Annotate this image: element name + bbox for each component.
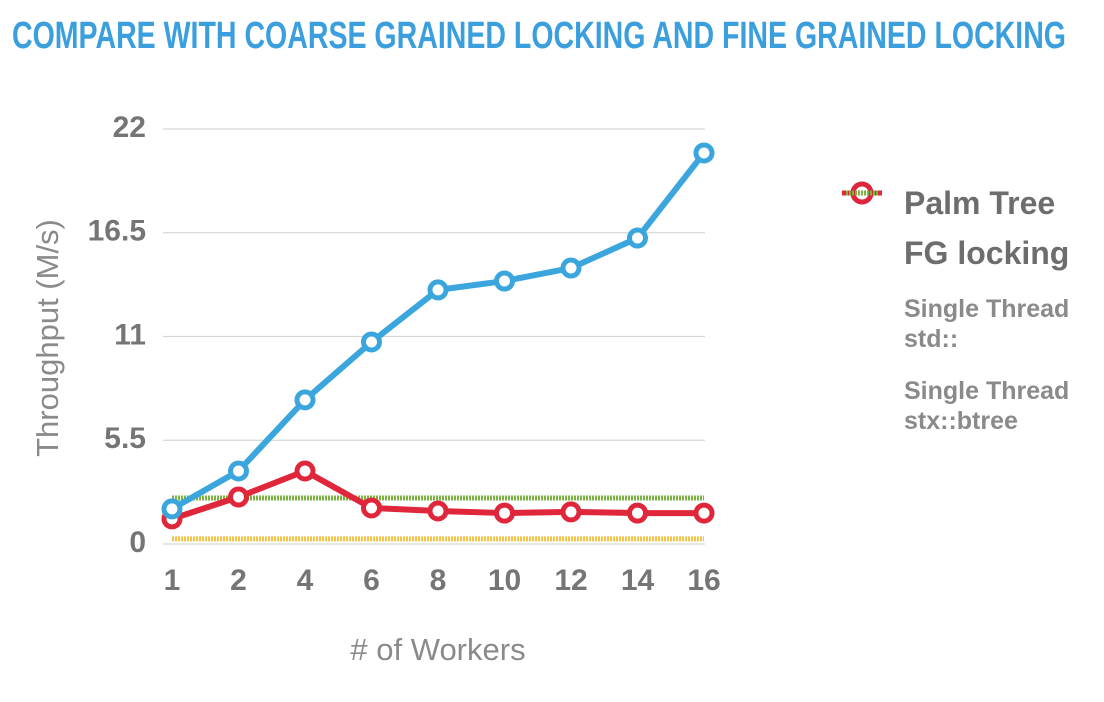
point-marker [627, 227, 648, 249]
x-tick-label: 4 [297, 564, 314, 597]
y-tick-label: 0 [129, 526, 146, 559]
point-marker [161, 498, 183, 520]
point-marker [560, 501, 582, 523]
point-marker [294, 389, 316, 411]
x-tick-label: 2 [230, 564, 247, 597]
y-tick-label: 5.5 [104, 422, 146, 455]
x-tick-label: 12 [554, 564, 587, 597]
x-tick-label: 10 [488, 564, 521, 597]
legend-label: Palm Tree [904, 185, 1056, 221]
legend-label: Single Thread stx::btree [904, 377, 1070, 435]
x-axis-label: # of Workers [350, 632, 525, 667]
x-tick-label: 14 [621, 564, 655, 597]
point-marker [228, 486, 249, 508]
x-tick-label: 16 [687, 564, 720, 597]
x-tick-label: 8 [430, 564, 447, 597]
y-tick-label: 16.5 [88, 215, 146, 248]
point-marker [427, 500, 449, 522]
y-tick-label: 22 [113, 111, 146, 144]
point-marker [427, 279, 449, 301]
y-axis-label: Throughput (M/s) [30, 219, 65, 457]
point-marker [693, 502, 715, 524]
series-line [170, 151, 707, 512]
legend-item: Single Thread std:: [840, 190, 1100, 360]
point-marker [361, 497, 382, 519]
point-marker [693, 142, 715, 164]
x-tick-label: 1 [164, 564, 181, 597]
point-marker [361, 331, 382, 353]
point-marker [560, 257, 582, 279]
point-marker [494, 270, 515, 292]
chart-title: COMPARE WITH COARSE GRAINED LOCKING AND … [12, 15, 1066, 57]
point-marker [228, 460, 249, 482]
point-marker [494, 502, 515, 524]
point-marker [294, 460, 316, 482]
legend-label: FG locking [904, 235, 1070, 271]
legend-icon [846, 190, 878, 196]
legend-item: Single Thread stx::btree [840, 190, 1100, 442]
y-tick-label: 11 [114, 318, 146, 351]
legend-label: Single Thread std:: [904, 295, 1070, 353]
point-marker [627, 502, 648, 524]
x-tick-label: 6 [363, 564, 380, 597]
legend-item: FG locking [840, 181, 1100, 278]
